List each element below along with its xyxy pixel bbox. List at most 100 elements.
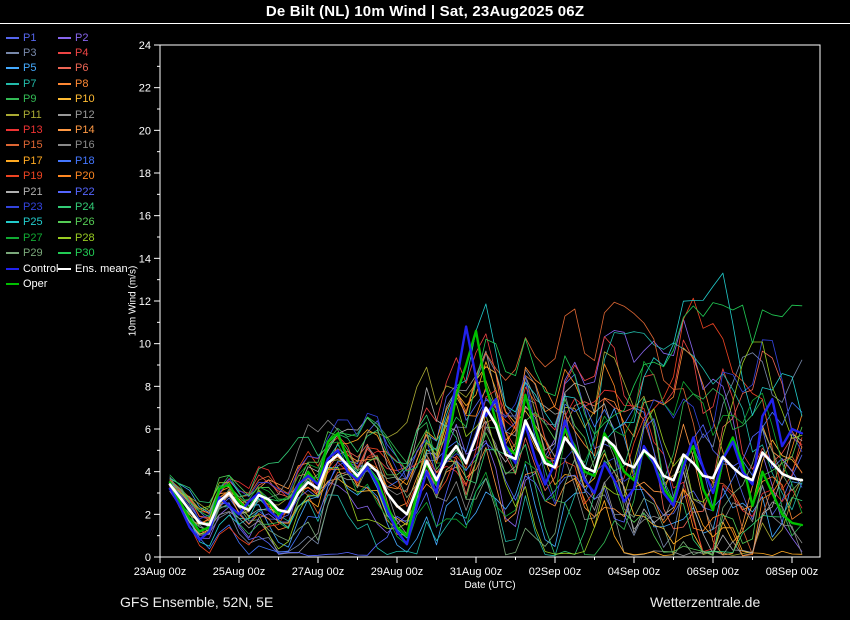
member-line-p23	[169, 339, 803, 520]
legend-swatch	[58, 221, 71, 224]
legend-swatch	[58, 36, 71, 39]
legend-item: P13	[6, 124, 58, 136]
y-tick-label: 0	[145, 552, 151, 564]
legend-swatch	[6, 205, 19, 208]
legend-swatch	[58, 113, 71, 116]
legend-item: P4	[58, 47, 122, 59]
axes	[154, 44, 821, 563]
legend-swatch	[6, 282, 19, 285]
x-tick-label: 02Sep 00z	[529, 566, 582, 578]
legend-label: Ens. mean	[75, 262, 128, 275]
legend-swatch	[6, 190, 19, 193]
legend-item: P9	[6, 93, 58, 105]
legend-label: P1	[23, 31, 37, 44]
legend-item: P30	[58, 247, 122, 259]
x-tick-label: 29Aug 00z	[371, 566, 424, 578]
legend-swatch	[58, 175, 71, 178]
legend-label: P29	[23, 247, 43, 260]
member-line-p2	[169, 318, 803, 552]
legend-label: P12	[75, 108, 95, 121]
legend-label: P9	[23, 93, 37, 106]
member-line-p29	[169, 428, 803, 556]
legend-item: P15	[6, 139, 58, 151]
member-line-p14	[169, 423, 803, 556]
y-tick-label: 14	[139, 253, 151, 265]
legend-swatch	[58, 98, 71, 101]
y-tick-label: 6	[145, 424, 151, 436]
legend-swatch	[58, 144, 71, 147]
legend-item: P28	[58, 232, 122, 244]
series-ens-mean	[168, 406, 804, 527]
legend-swatch	[58, 267, 71, 270]
member-line-p22	[169, 418, 803, 557]
x-tick-label: 04Sep 00z	[608, 566, 661, 578]
y-tick-label: 18	[139, 168, 151, 180]
y-tick-label: 24	[139, 40, 151, 52]
x-tick-label: 27Aug 00z	[292, 566, 345, 578]
legend-item: P21	[6, 186, 58, 198]
member-line-p26	[169, 398, 803, 556]
legend-item: P29	[6, 247, 58, 259]
legend-label: P18	[75, 154, 95, 167]
legend-label: P3	[23, 47, 37, 60]
footer-model-label: GFS Ensemble, 52N, 5E	[120, 594, 274, 610]
legend-swatch	[6, 144, 19, 147]
legend-item: P14	[58, 124, 122, 136]
x-tick-label: 06Sep 00z	[687, 566, 740, 578]
x-tick-label: 31Aug 00z	[450, 566, 503, 578]
legend-label: P21	[23, 185, 43, 198]
legend-label: Control	[23, 262, 59, 275]
member-line-p15	[169, 301, 803, 555]
legend-item: P6	[58, 62, 122, 74]
page-title: De Bilt (NL) 10m Wind | Sat, 23Aug2025 0…	[265, 3, 585, 20]
legend-label: P23	[23, 200, 43, 213]
legend-item: P7	[6, 78, 58, 90]
legend-label: P22	[75, 185, 95, 198]
legend-item: P5	[6, 62, 58, 74]
legend-item: P1	[6, 32, 58, 44]
legend-label: P2	[75, 31, 89, 44]
legend-item: P26	[58, 216, 122, 228]
legend-swatch	[6, 252, 19, 255]
legend-label: P28	[75, 231, 95, 244]
legend-label: P14	[75, 124, 95, 137]
legend-item: P10	[58, 93, 122, 105]
legend: P1 P2 P3 P4 P5 P6 P7 P8 P9 P10 P11 P12 P13 P14 P15 P16 P…	[6, 30, 128, 292]
legend-label: P15	[23, 139, 43, 152]
legend-item: Oper	[6, 278, 58, 290]
legend-swatch	[6, 67, 19, 70]
legend-item: P23	[6, 201, 58, 213]
series-control	[168, 325, 804, 546]
member-line-p27	[169, 360, 803, 546]
header-divider	[0, 23, 850, 24]
member-line-p7	[169, 331, 803, 557]
legend-item: Control	[6, 263, 58, 275]
legend-swatch	[58, 159, 71, 162]
legend-label: P19	[23, 170, 43, 183]
legend-swatch	[6, 129, 19, 132]
y-tick-label: 16	[139, 211, 151, 223]
legend-swatch	[58, 236, 71, 239]
member-line-p24	[169, 397, 803, 556]
legend-label: P13	[23, 124, 43, 137]
legend-label: P17	[23, 154, 43, 167]
legend-label: P10	[75, 93, 95, 106]
y-axis-label: 10m Wind (m/s)	[127, 265, 139, 337]
legend-item: P16	[58, 139, 122, 151]
legend-label: P20	[75, 170, 95, 183]
y-tick-label: 2	[145, 509, 151, 521]
y-tick-label: 12	[139, 296, 151, 308]
x-tick-label: 08Sep 00z	[766, 566, 819, 578]
member-line-p19	[169, 297, 803, 554]
legend-item: Ens. mean	[58, 263, 128, 275]
legend-item: P25	[6, 216, 58, 228]
legend-label: P8	[75, 77, 89, 90]
member-line-p4	[169, 333, 803, 513]
legend-label: P11	[23, 108, 42, 121]
legend-swatch	[58, 129, 71, 132]
legend-item: P17	[6, 155, 58, 167]
legend-label: P27	[23, 231, 43, 244]
legend-swatch	[6, 113, 19, 116]
